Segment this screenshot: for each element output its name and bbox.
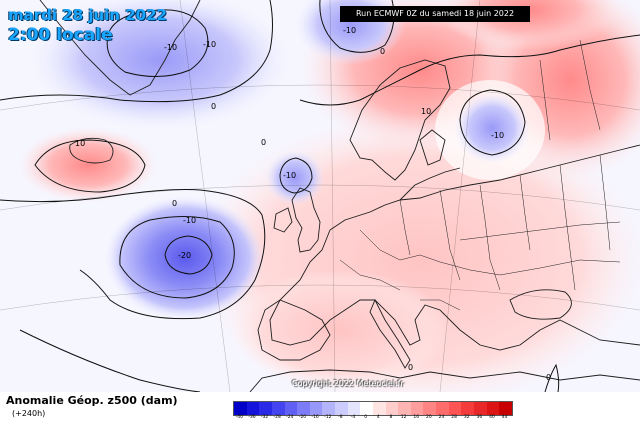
scale-label: -36 (248, 415, 256, 420)
copyright-text: Copyright 2022 Meteociel.fr (292, 379, 404, 388)
scale-cell (410, 402, 424, 415)
scale-label: 8 (389, 415, 393, 420)
legend-title: Anomalie Géop. z500 (dam) (6, 394, 178, 407)
scale-label: -4 (350, 415, 356, 420)
scale-label: -20 (298, 415, 307, 420)
contour-label: -10 (164, 43, 177, 52)
contour-label: -10 (343, 26, 356, 35)
scale-label: -28 (273, 415, 281, 420)
anomaly-map: -10 -10 -10 -10 -10 -10 -20 10 10 0 0 0 … (0, 0, 640, 392)
forecast-time: 2:00 locale (8, 25, 113, 45)
scale-cell (234, 402, 247, 415)
contour-label: -10 (183, 216, 196, 225)
legend-subtitle: (+240h) (12, 409, 46, 418)
scale-cell (423, 402, 436, 415)
contour-label: -20 (178, 251, 191, 260)
scale-label: -16 (311, 415, 319, 420)
contour-label: 0 (546, 373, 551, 382)
scale-cell (259, 402, 272, 415)
scale-label: -24 (286, 415, 294, 420)
color-scale-labels: -40 -36 -32 -28 -24 -20 -16 -12 -8 -4 0 4 8 12 16 20 24 2… (233, 415, 511, 425)
contour-label: 0 (380, 47, 385, 56)
legend-footer: Anomalie Géop. z500 (dam) (+240h) -40 -36… (0, 392, 640, 427)
scale-cell (284, 402, 298, 415)
run-info: Run ECMWF 0Z du samedi 18 juin 2022 (340, 6, 530, 22)
graticule (0, 0, 640, 392)
scale-label: 4 (376, 415, 380, 420)
scale-label: 12 (400, 415, 407, 420)
scale-cell (448, 402, 462, 415)
contour-labels: -10 -10 -10 -10 -10 -10 -20 10 10 0 0 0 … (75, 26, 551, 382)
scale-cell (360, 402, 373, 415)
scale-cell (335, 402, 348, 415)
scale-label: 24 (438, 415, 445, 420)
scale-cell (309, 402, 323, 415)
scale-cell (499, 402, 512, 415)
scale-cell (436, 402, 449, 415)
scale-cell (271, 402, 285, 415)
scale-cell (486, 402, 500, 415)
contour-label: 0 (261, 138, 266, 147)
scale-label: 36 (476, 415, 483, 420)
scale-cell (398, 402, 411, 415)
color-scale (233, 401, 513, 416)
scale-label: -8 (338, 415, 343, 420)
scale-label: 32 (463, 415, 470, 420)
scale-label: -32 (260, 415, 269, 420)
contour-lines (0, 0, 640, 392)
scale-label: 28 (451, 415, 457, 420)
scale-label: 44 (501, 415, 508, 420)
scale-label: -40 (235, 415, 243, 420)
contour-label: 0 (211, 102, 216, 111)
scale-cell (297, 402, 310, 415)
contour-label: 0 (172, 199, 177, 208)
coastlines (39, 0, 640, 392)
scale-cell (347, 402, 361, 415)
scale-label: -12 (324, 415, 332, 420)
contour-label: -10 (283, 171, 296, 180)
scale-cell (473, 402, 487, 415)
anomaly-shading (18, 0, 640, 392)
scale-cell (461, 402, 474, 415)
scale-label: 16 (413, 415, 420, 420)
forecast-date: mardi 28 juin 2022 (8, 6, 167, 24)
scale-cell (246, 402, 260, 415)
contour-label: 10 (421, 107, 431, 116)
contour-label: -10 (203, 40, 216, 49)
contour-label: 0 (408, 363, 413, 372)
contour-label: -10 (491, 131, 504, 140)
scale-label: 20 (425, 415, 432, 420)
scale-label: 40 (489, 415, 495, 420)
scale-cell (372, 402, 386, 415)
scale-cell (385, 402, 399, 415)
scale-cell (322, 402, 335, 415)
contour-label: 10 (75, 139, 85, 148)
scale-label: 0 (364, 415, 368, 420)
